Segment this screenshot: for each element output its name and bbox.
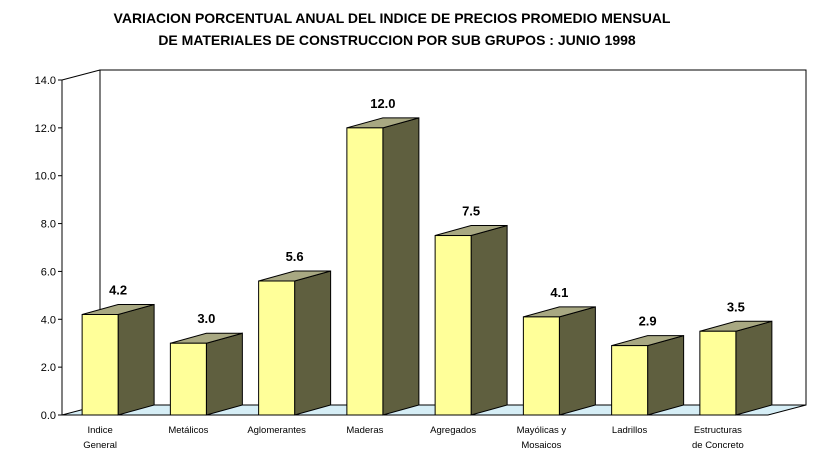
bar-side — [558, 306, 596, 416]
bar-front — [81, 314, 119, 416]
bar-front — [522, 316, 560, 416]
bar — [611, 334, 685, 416]
y-tick-label: 4.0 — [41, 314, 56, 326]
bars — [81, 117, 773, 416]
bar — [434, 224, 508, 416]
bar-front — [169, 342, 207, 416]
x-tick-label: Indice General — [83, 425, 117, 451]
bar — [81, 303, 155, 416]
bar — [522, 306, 596, 416]
bar-front — [699, 330, 737, 416]
bar — [346, 117, 420, 416]
x-tick-label: Aglomerantes — [247, 425, 306, 436]
x-tick-label: Ladrillos — [612, 425, 648, 436]
data-label: 5.6 — [286, 249, 304, 264]
data-label: 12.0 — [370, 96, 395, 111]
y-axis: 0.0 2.0 4.0 6.0 8.0 10.0 12.0 14.0 — [35, 75, 63, 422]
x-tick-label: Estructuras de Concreto — [692, 425, 744, 451]
chart-title-line-1: VARIACION PORCENTUAL ANUAL DEL INDICE DE… — [114, 10, 671, 26]
bar — [699, 320, 773, 416]
bar-side — [117, 303, 155, 416]
data-label: 4.1 — [550, 285, 568, 300]
x-tick-label: Agregados — [430, 425, 476, 436]
y-tick-label: 8.0 — [41, 219, 56, 231]
data-label: 3.5 — [727, 299, 745, 314]
data-label: 7.5 — [462, 204, 480, 219]
y-tick-label: 0.0 — [41, 410, 56, 422]
chart-title-line-2: DE MATERIALES DE CONSTRUCCION POR SUB GR… — [158, 32, 636, 48]
y-tick-label: 10.0 — [35, 171, 56, 183]
bar-side — [735, 320, 773, 416]
x-tick-label: Maderas — [346, 425, 383, 436]
data-label: 4.2 — [109, 283, 127, 298]
x-tick-label: Metálicos — [168, 425, 208, 436]
data-label: 3.0 — [197, 311, 215, 326]
bar-front — [346, 127, 384, 416]
y-tick-label: 6.0 — [41, 266, 56, 278]
x-axis: Indice General Metálicos Aglomerantes Madera… — [83, 425, 744, 451]
bar-front — [434, 235, 472, 416]
bar-front — [258, 280, 296, 416]
bar-side — [647, 334, 685, 416]
bar-side — [470, 224, 508, 416]
side-wall-top-edge — [61, 69, 101, 81]
y-tick-label: 14.0 — [35, 75, 56, 87]
y-tick-label: 12.0 — [35, 123, 56, 135]
bar-side — [382, 117, 420, 416]
data-label: 2.9 — [639, 314, 657, 329]
bar-side — [294, 270, 332, 416]
bar-side — [205, 332, 243, 416]
bar-front — [611, 345, 649, 416]
y-tick-label: 2.0 — [41, 362, 56, 374]
x-tick-label: Mayólicas y Mosaicos — [517, 425, 567, 451]
bar — [169, 332, 243, 416]
bar — [258, 270, 332, 416]
data-labels: 4.2 3.0 5.6 12.0 7.5 4.1 2.9 3.5 — [109, 96, 745, 329]
